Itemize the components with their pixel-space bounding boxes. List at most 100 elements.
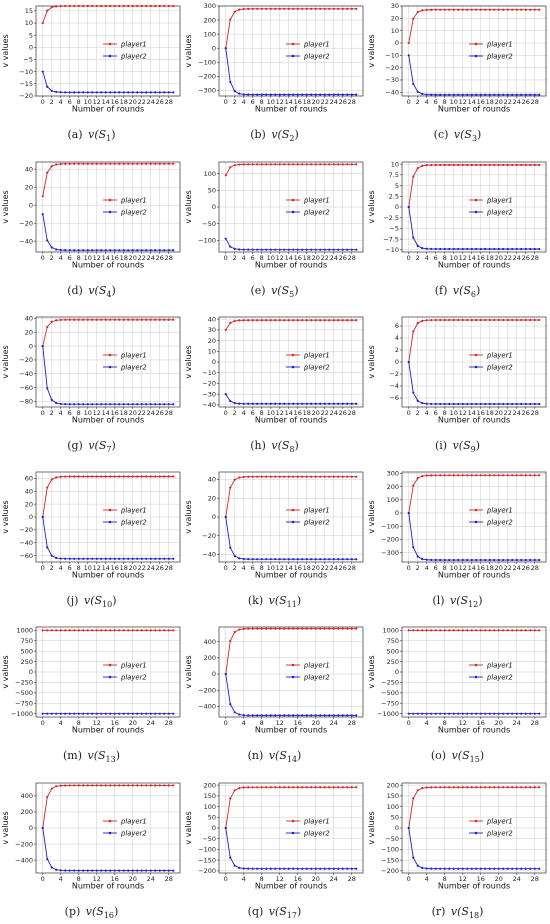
- data-point-player1: [323, 786, 326, 789]
- x-tick-label: 2: [416, 409, 420, 417]
- data-point-player2: [149, 712, 152, 715]
- data-point-player1: [461, 8, 464, 11]
- data-point-player1: [515, 8, 518, 11]
- data-point-player2: [113, 403, 116, 406]
- data-point-player1: [323, 7, 326, 10]
- data-point-player2: [511, 402, 514, 406]
- y-tick-label: −20: [202, 532, 216, 540]
- data-point-player2: [452, 402, 455, 406]
- data-point-player1: [238, 8, 241, 11]
- x-tick-label: 16: [477, 98, 485, 106]
- x-tick-label: 24: [147, 719, 155, 727]
- x-tick-label: 24: [513, 98, 521, 106]
- data-point-player1: [278, 163, 281, 166]
- data-point-player2: [506, 712, 509, 715]
- x-tick-label: 2: [50, 254, 54, 262]
- data-point-player1: [109, 318, 112, 321]
- x-tick-label: 24: [513, 564, 521, 572]
- x-tick-label: 16: [111, 564, 119, 572]
- data-point-player1: [73, 4, 76, 8]
- data-point-player1: [238, 163, 241, 166]
- x-tick-label: 24: [147, 875, 155, 883]
- x-tick-label: 26: [339, 98, 347, 106]
- data-point-player1: [50, 320, 53, 323]
- data-point-player1: [529, 786, 532, 789]
- data-point-player1: [337, 163, 340, 166]
- data-point-player2: [425, 712, 428, 715]
- data-point-player1: [118, 162, 121, 165]
- data-point-player2: [73, 249, 76, 252]
- data-point-player1: [425, 474, 428, 477]
- data-point-player1: [416, 11, 419, 14]
- data-point-player1: [439, 629, 442, 632]
- data-point-player1: [502, 163, 505, 167]
- x-tick-label: 20: [129, 564, 137, 572]
- data-point-player2: [452, 247, 455, 251]
- data-point-player1: [172, 4, 175, 8]
- data-point-player1: [100, 629, 103, 632]
- legend-label-player2: player2: [303, 829, 330, 837]
- data-point-player2: [515, 712, 518, 715]
- data-point-player1: [484, 163, 487, 167]
- data-point-player2: [515, 867, 518, 870]
- x-tick-label: 8: [443, 409, 447, 417]
- data-point-player2: [167, 91, 170, 94]
- x-tick-label: 12: [276, 719, 284, 727]
- legend-label-player2: player2: [303, 52, 330, 60]
- data-point-player1: [46, 795, 49, 799]
- data-point-player1: [538, 163, 541, 167]
- data-point-player2: [283, 93, 286, 96]
- data-point-player2: [127, 403, 130, 406]
- data-point-player2: [260, 714, 263, 717]
- legend-label-player1: player1: [120, 196, 147, 204]
- data-point-player1: [251, 475, 254, 478]
- data-point-player2: [136, 557, 139, 560]
- data-point-player1: [140, 162, 143, 165]
- x-tick-label: 14: [102, 254, 110, 262]
- data-point-player1: [479, 8, 482, 11]
- y-tick-label: −6: [389, 394, 399, 402]
- data-point-player2: [461, 712, 464, 715]
- data-point-player1: [136, 784, 139, 787]
- data-point-player1: [461, 474, 464, 477]
- legend-marker-player1: [291, 508, 295, 512]
- data-point-player1: [265, 475, 268, 478]
- y-tick-label: 0: [212, 824, 216, 832]
- data-point-player1: [247, 163, 250, 166]
- data-point-player2: [242, 248, 245, 251]
- x-tick-label: 16: [294, 719, 302, 727]
- data-point-player1: [100, 784, 103, 787]
- data-point-player2: [466, 558, 469, 562]
- y-tick-label: −1000: [11, 710, 33, 718]
- data-point-player2: [529, 558, 532, 562]
- x-tick-label: 14: [468, 564, 476, 572]
- data-point-player2: [278, 867, 281, 870]
- x-tick-label: 12: [93, 409, 101, 417]
- x-tick-label: 20: [495, 875, 503, 883]
- x-tick-label: 26: [522, 254, 530, 262]
- data-point-player1: [452, 474, 455, 477]
- data-point-player2: [457, 558, 460, 562]
- data-point-player2: [55, 401, 58, 405]
- data-point-player2: [287, 248, 290, 251]
- x-tick-label: 24: [513, 409, 521, 417]
- data-point-player1: [283, 163, 286, 166]
- data-point-player2: [172, 249, 175, 252]
- subfigure-caption: (b) v(S2): [250, 128, 299, 144]
- y-tick-label: 5: [395, 182, 399, 190]
- data-point-player2: [350, 93, 353, 96]
- legend-label-player1: player1: [486, 196, 513, 204]
- y-tick-label: −500: [381, 689, 399, 697]
- data-point-player2: [341, 402, 344, 405]
- x-tick-label: 10: [267, 254, 275, 262]
- data-point-player2: [461, 247, 464, 251]
- data-point-player2: [341, 558, 344, 561]
- data-point-player2: [524, 93, 527, 96]
- x-tick-label: 20: [312, 875, 320, 883]
- data-point-player2: [131, 91, 134, 94]
- data-point-player2: [247, 558, 250, 561]
